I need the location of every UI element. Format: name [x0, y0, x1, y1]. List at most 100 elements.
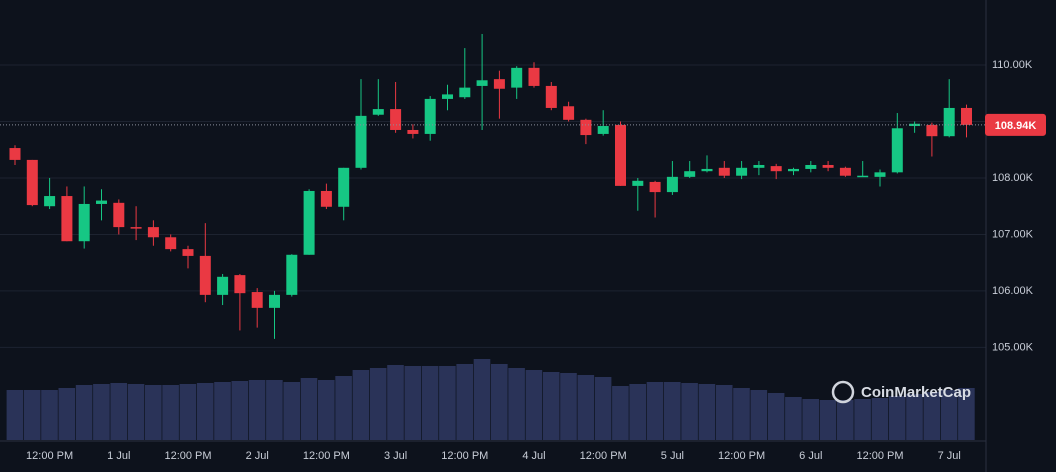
- volume-bar: [923, 392, 941, 440]
- x-tick-label: 12:00 PM: [856, 450, 903, 462]
- x-tick-label: 6 Jul: [799, 450, 822, 462]
- candle-body: [26, 159, 38, 206]
- logo: [831, 380, 855, 404]
- volume-bar: [473, 359, 491, 440]
- volume-bar: [940, 390, 958, 440]
- volume-bar: [404, 366, 422, 440]
- volume-bar: [560, 373, 577, 440]
- volume-bar: [318, 380, 335, 440]
- candle-body: [476, 80, 488, 86]
- volume-bar: [214, 382, 231, 440]
- candle-body: [113, 202, 125, 228]
- x-tick-label: 1 Jul: [107, 450, 130, 462]
- candle-body: [891, 128, 903, 173]
- last-price-box: [985, 113, 1046, 136]
- candle-body: [320, 190, 332, 207]
- volume-bar: [335, 376, 352, 440]
- volume-bar: [266, 380, 283, 440]
- candle-body: [493, 79, 505, 89]
- watermark-text: CoinMarketCap: [861, 384, 971, 401]
- volume-bar: [93, 384, 110, 440]
- candle-body: [269, 294, 280, 308]
- candle-body: [961, 107, 972, 125]
- volume-bar: [196, 383, 214, 440]
- volume-bar: [612, 386, 629, 440]
- y-tick-label: 105.00K: [992, 341, 1034, 353]
- candle-body: [372, 109, 384, 115]
- x-tick-label: 5 Jul: [661, 450, 684, 462]
- candle-body: [96, 200, 107, 204]
- candle-body: [822, 164, 834, 168]
- y-tick-label: 110.00K: [992, 59, 1033, 71]
- candle-body: [217, 276, 229, 295]
- volume-bar: [456, 364, 473, 440]
- volume-bar: [283, 382, 300, 440]
- candle-body: [355, 115, 367, 168]
- volume-bar: [594, 377, 612, 440]
- volume-bar: [300, 378, 318, 440]
- candle-body: [286, 254, 298, 295]
- volume-bar: [352, 370, 370, 440]
- volume-bar: [6, 390, 24, 440]
- candle-body: [199, 255, 211, 295]
- candle-body: [684, 171, 696, 177]
- candle-body: [545, 85, 557, 108]
- candle-body: [736, 167, 748, 176]
- candle-body: [251, 292, 263, 308]
- x-tick-label: 4 Jul: [522, 450, 545, 462]
- candle-body: [753, 164, 765, 168]
- candle-body: [442, 94, 453, 99]
- volume-bar: [819, 400, 837, 440]
- candle-body: [839, 167, 851, 176]
- volume-bar: [179, 384, 197, 440]
- volume-bar: [646, 382, 664, 440]
- volume-bar: [23, 390, 41, 440]
- candle-body: [44, 196, 56, 207]
- candle-body: [147, 227, 159, 238]
- candle-body: [718, 167, 730, 176]
- candle-body: [926, 124, 938, 137]
- plot-area: 105.00K106.00K107.00K108.00K109.00K110.0…: [0, 33, 1034, 440]
- candle-body: [303, 190, 315, 255]
- candle-body: [805, 164, 817, 169]
- volume-bar: [854, 399, 871, 440]
- x-tick-label: 3 Jul: [384, 450, 407, 462]
- volume-bar: [837, 400, 854, 440]
- volume-bar: [127, 384, 145, 440]
- volume-bar: [664, 382, 681, 440]
- volume-bar: [871, 398, 889, 440]
- volume-bar: [421, 366, 439, 440]
- volume-bar: [525, 370, 543, 440]
- volume-bar: [387, 365, 404, 440]
- x-tick-label: 12:00 PM: [718, 450, 765, 462]
- candle-body: [874, 172, 886, 177]
- x-tick-label: 7 Jul: [938, 450, 961, 462]
- candle-body: [338, 167, 350, 207]
- volume-bar: [58, 388, 76, 440]
- volume-bar: [958, 388, 975, 440]
- candle-body: [511, 67, 523, 88]
- volume-bar: [733, 388, 750, 440]
- candle-body: [9, 148, 21, 160]
- watermark: CoinMarketCap: [831, 380, 971, 404]
- y-tick-label: 107.00K: [992, 228, 1034, 240]
- last-price-label: 108.94K: [995, 120, 1037, 132]
- candle-body: [909, 123, 921, 127]
- volume-bar: [439, 366, 456, 440]
- candle-body: [130, 227, 142, 229]
- candle-body: [78, 203, 90, 242]
- volume-bar: [508, 368, 525, 440]
- candle-body: [61, 196, 73, 242]
- volume-bar: [767, 393, 785, 440]
- candle-body: [943, 107, 955, 137]
- candle-body: [615, 124, 626, 186]
- candle-body: [770, 166, 782, 172]
- volume-bar: [369, 368, 387, 440]
- candle-body: [649, 181, 661, 193]
- volume-bar: [906, 394, 923, 440]
- x-tick-label: 2 Jul: [246, 450, 269, 462]
- y-tick-label: 108.00K: [992, 172, 1034, 184]
- candle-body: [182, 249, 194, 256]
- volume-bar: [698, 384, 716, 440]
- candle-body: [459, 87, 471, 98]
